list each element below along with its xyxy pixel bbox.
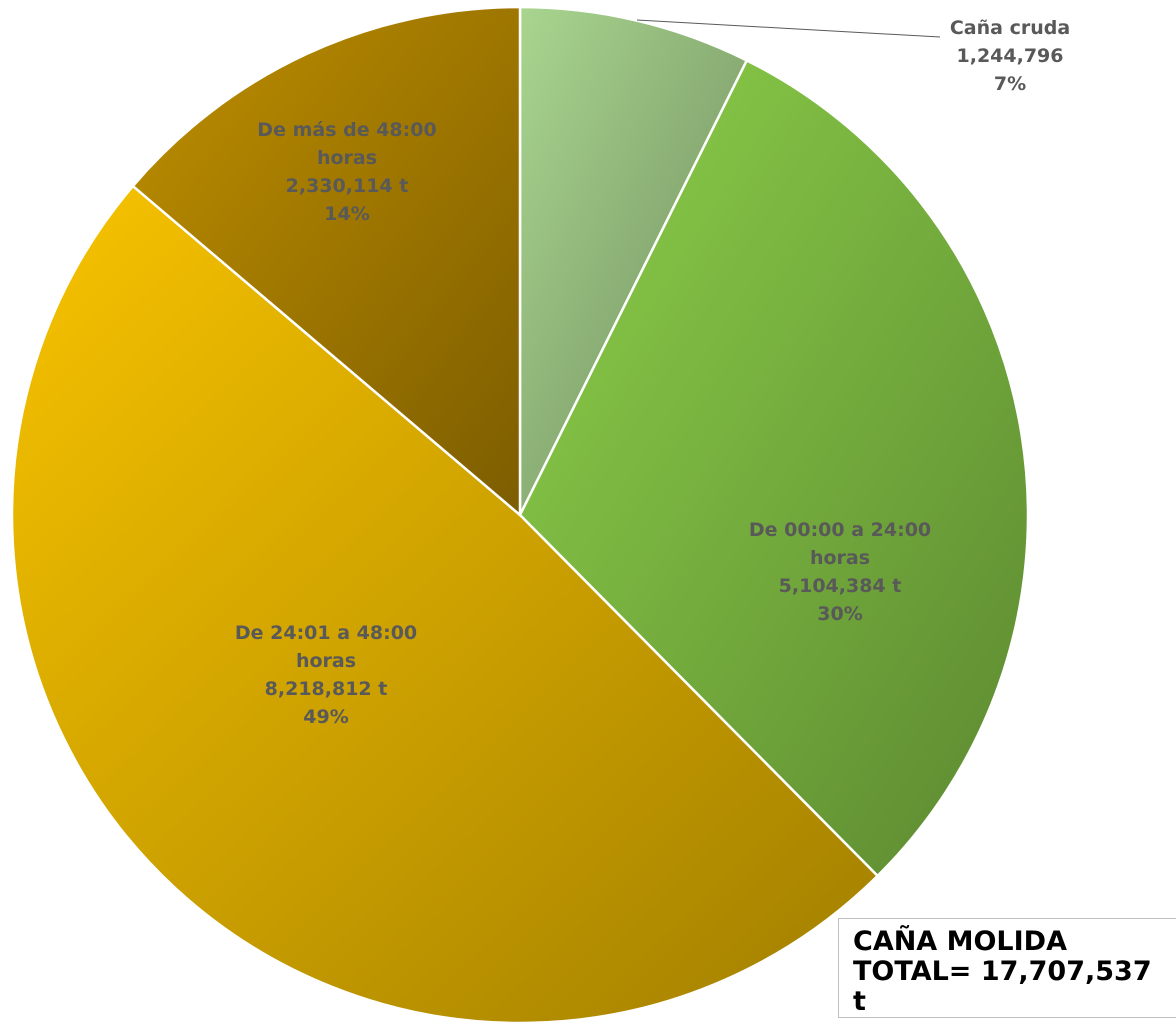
label-percent: 30% [817,603,863,625]
label-value: 1,244,796 [956,45,1064,67]
leader-line [636,19,941,38]
label-value: 8,218,812 t [264,678,388,700]
data-label: Caña cruda 1,244,796 7% [910,14,1110,98]
slice-shade [131,5,522,518]
data-label: De 00:00 a 24:00 horas 5,104,384 t 30% [720,516,960,628]
data-label: De más de 48:00 horas 2,330,114 t 14% [237,116,457,228]
label-percent: 49% [303,706,349,728]
label-value: 5,104,384 t [778,575,902,597]
label-name: De 00:00 a 24:00 horas [748,519,932,569]
slice-shade [10,184,880,1024]
label-value: 2,330,114 t [285,175,409,197]
slice-shade [518,58,1030,878]
label-percent: 14% [324,203,370,225]
label-percent: 7% [993,73,1027,95]
slice-shade [518,5,749,516]
label-name: De 24:01 a 48:00 horas [234,622,418,672]
data-label: De 24:01 a 48:00 horas 8,218,812 t 49% [206,619,446,731]
total-annotation: CAÑA MOLIDA TOTAL= 17,707,537 t [838,918,1176,1018]
label-name: Caña cruda [949,17,1071,39]
label-name: De más de 48:00 horas [257,119,437,169]
